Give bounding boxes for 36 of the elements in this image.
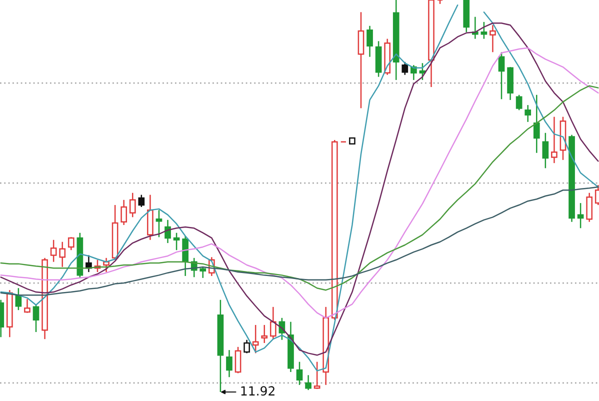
candlestick (490, 24, 496, 53)
candlestick (270, 306, 276, 340)
candlestick (524, 104, 532, 123)
candlestick (68, 236, 74, 251)
candlestick (551, 116, 558, 164)
candlestick (577, 202, 584, 229)
candlestick (24, 298, 30, 314)
candlestick (129, 192, 136, 218)
candlestick (296, 361, 303, 386)
candlestick (586, 192, 593, 222)
candlestick (226, 349, 232, 378)
candlestick (138, 194, 145, 208)
candlestick (305, 374, 312, 391)
candlestick (366, 25, 373, 58)
candlestick (314, 361, 320, 390)
candlestick (32, 304, 40, 333)
candlestick (261, 324, 268, 344)
candlestick (498, 52, 505, 100)
candlestick (402, 61, 408, 76)
candlestick (156, 209, 162, 238)
candlestick (120, 199, 128, 226)
candlestick (200, 266, 206, 279)
candlestick (50, 239, 57, 262)
candlestick (164, 219, 171, 244)
candlestick (542, 132, 549, 169)
candlestick (59, 241, 66, 268)
candlestick (244, 339, 250, 354)
candlestick (516, 94, 522, 111)
candlestick (533, 94, 540, 154)
candlestick (252, 324, 259, 354)
candlestick (480, 21, 488, 40)
candlestick (182, 235, 188, 277)
annotation: 11.92 (241, 386, 274, 396)
candlestick (173, 232, 180, 251)
candlestick (358, 12, 364, 109)
candlestick (234, 346, 242, 374)
